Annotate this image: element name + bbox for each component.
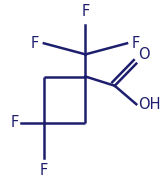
Text: F: F (81, 4, 90, 19)
Text: F: F (31, 36, 39, 51)
Text: F: F (40, 163, 48, 178)
Text: F: F (11, 115, 19, 130)
Text: OH: OH (138, 97, 160, 112)
Text: O: O (138, 47, 149, 62)
Text: F: F (132, 36, 140, 51)
